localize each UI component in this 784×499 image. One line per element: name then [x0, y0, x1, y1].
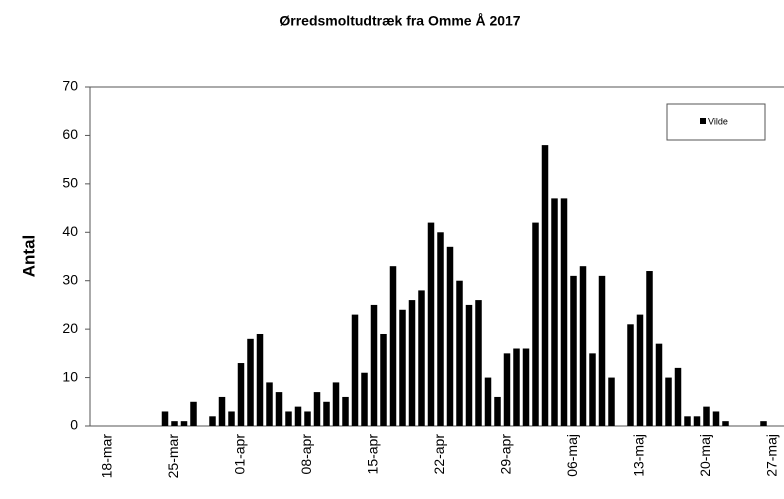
- bar: [237, 363, 245, 426]
- bar: [684, 416, 691, 426]
- bar: [608, 377, 615, 426]
- bar: [323, 401, 330, 426]
- bar: [674, 367, 682, 426]
- legend-label: Vilde: [708, 116, 728, 126]
- bar: [760, 421, 767, 426]
- bar: [532, 222, 539, 426]
- bar: [627, 324, 634, 426]
- y-tick-label: 20: [62, 320, 78, 336]
- bar: [465, 304, 473, 426]
- bar: [494, 396, 501, 426]
- bar: [722, 421, 729, 426]
- bar: [313, 392, 321, 426]
- x-tick-label: 06-maj: [564, 434, 580, 477]
- bar: [408, 300, 416, 426]
- bar: [712, 411, 720, 426]
- bar: [351, 314, 359, 426]
- bar: [275, 392, 283, 426]
- y-tick-label: 40: [62, 223, 78, 239]
- bar: [361, 372, 368, 426]
- bar: [551, 198, 558, 426]
- chart-title: Ørredsmoltudtræk fra Omme Å 2017: [279, 13, 520, 29]
- bar: [579, 266, 587, 426]
- y-tick-label: 50: [62, 175, 78, 191]
- bar: [560, 198, 568, 426]
- bar: [418, 290, 425, 426]
- bar: [190, 401, 197, 426]
- bar: [570, 275, 577, 426]
- y-tick-label: 10: [62, 368, 78, 384]
- bar: [693, 416, 701, 426]
- legend-box: [666, 103, 766, 141]
- y-tick-label: 60: [62, 126, 78, 142]
- x-tick-label: 15-apr: [365, 434, 381, 475]
- bar: [285, 411, 292, 426]
- bar: [665, 377, 672, 426]
- x-tick-label: 13-maj: [631, 434, 647, 477]
- x-tick-label: 01-apr: [232, 434, 248, 475]
- bar: [380, 333, 387, 426]
- bar: [437, 232, 444, 426]
- bar: [332, 382, 340, 426]
- bar: [399, 309, 406, 426]
- bar: [484, 377, 492, 426]
- bar: [646, 271, 653, 426]
- bar: [209, 416, 216, 426]
- y-tick-label: 70: [62, 78, 78, 94]
- x-tick-label: 18-mar: [99, 434, 115, 479]
- y-tick-label: 30: [62, 271, 78, 287]
- x-tick-label: 22-apr: [431, 434, 447, 475]
- bar: [703, 406, 710, 426]
- bar: [256, 333, 264, 426]
- y-tick-label: 0: [70, 417, 78, 433]
- bar: [456, 280, 463, 426]
- x-tick-label: 08-apr: [298, 434, 314, 475]
- bar: [294, 406, 302, 426]
- bar: [503, 353, 511, 426]
- bar: [389, 266, 397, 426]
- bar: [589, 353, 596, 426]
- bar: [247, 338, 254, 426]
- bar: [370, 304, 378, 426]
- bar: [598, 275, 606, 426]
- bar: [228, 411, 235, 426]
- bar: [180, 421, 188, 426]
- y-axis-label: Antal: [19, 235, 38, 278]
- bar: [636, 314, 644, 426]
- bar: [475, 300, 482, 426]
- bar: [218, 396, 226, 426]
- bar: [522, 348, 530, 426]
- bar: [171, 421, 178, 426]
- x-tick-label: 25-mar: [165, 434, 181, 479]
- bar: [446, 246, 454, 426]
- x-tick-label: 29-apr: [498, 434, 514, 475]
- x-tick-label: 27-maj: [764, 434, 780, 477]
- bar: [304, 411, 311, 426]
- legend-swatch: [700, 118, 706, 124]
- bar: [655, 343, 663, 426]
- bar: [513, 348, 520, 426]
- bar: [427, 222, 435, 426]
- bar: [342, 396, 349, 426]
- x-tick-label: 20-maj: [697, 434, 713, 477]
- bar: [161, 411, 169, 426]
- bar: [541, 145, 549, 426]
- bar: [266, 382, 273, 426]
